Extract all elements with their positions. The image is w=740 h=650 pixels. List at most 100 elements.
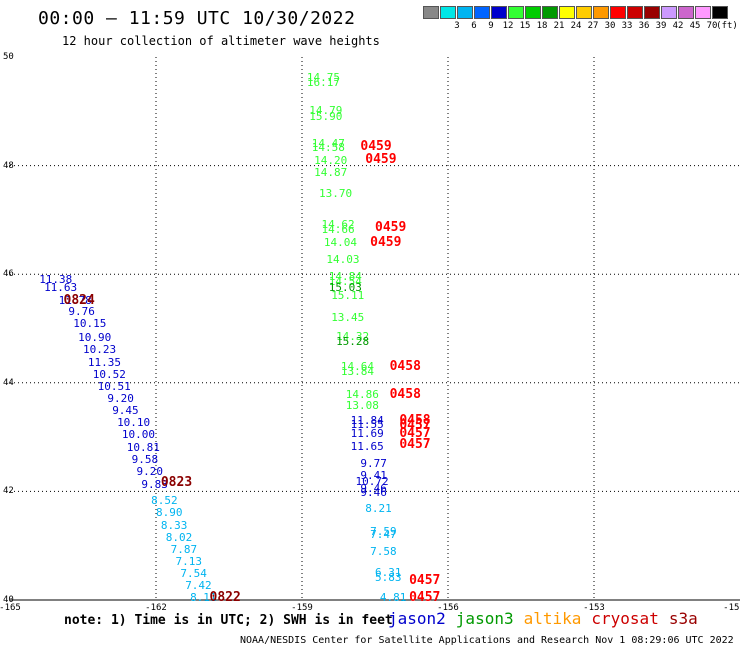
- wave-height-value: 9.46: [360, 486, 387, 500]
- color-scale-label: 45: [689, 21, 701, 31]
- page-subtitle: 12 hour collection of altimeter wave hei…: [62, 34, 380, 48]
- wave-height-value: 4.81: [379, 591, 407, 605]
- color-scale-label: 6: [471, 21, 477, 31]
- color-scale-label: 27: [587, 21, 599, 31]
- color-scale-swatch: [678, 6, 694, 19]
- wave-height-value: 13.08: [345, 399, 379, 413]
- pass-time-label: 0458: [389, 358, 421, 374]
- x-tick-label: -159: [291, 603, 313, 613]
- wave-height-value: 9.20: [107, 392, 134, 406]
- legend-item-jason3: jason3: [455, 609, 514, 628]
- wave-height-value: 9.46: [360, 481, 387, 495]
- y-tick-label: 50: [3, 52, 14, 62]
- color-scale-swatch: [474, 6, 490, 19]
- x-tick-label: -153: [583, 603, 605, 613]
- wave-height-value: 14.04: [323, 235, 358, 249]
- y-tick-label: 42: [3, 486, 14, 497]
- y-tick-label: 44: [3, 377, 14, 388]
- color-scale-swatch: [610, 6, 626, 19]
- wave-height-value: 11.55: [350, 418, 384, 432]
- color-scale-label: 9: [488, 21, 494, 31]
- color-scale-label: 12: [502, 21, 514, 31]
- wave-height-value: 14.58: [311, 141, 345, 155]
- footer-note: note: 1) Time is in UTC; 2) SWH is in fe…: [64, 613, 393, 628]
- pass-time-label: 0824: [63, 293, 95, 309]
- color-scale-swatch: [525, 6, 541, 19]
- pass-time-label: 0457: [399, 437, 431, 453]
- wave-height-value: 8.90: [156, 506, 183, 520]
- color-scale-label: 15: [519, 21, 531, 31]
- wave-height-value: 9.20: [136, 465, 164, 479]
- color-scale-swatch: [712, 6, 728, 19]
- color-scale-label: 21: [553, 21, 565, 31]
- wave-height-value: 14.84: [328, 269, 362, 283]
- color-scale-swatch: [627, 6, 643, 19]
- pass-time-label: 0459: [360, 138, 392, 154]
- color-scale-label: 36: [638, 21, 650, 31]
- wave-height-value: 9.58: [131, 453, 159, 467]
- color-scale-swatch: [661, 6, 677, 19]
- wave-height-value: 8.33: [160, 518, 188, 532]
- wave-height-value: 10.51: [97, 380, 131, 394]
- y-tick-label: 46: [3, 269, 14, 280]
- wave-height-value: 14.03: [326, 252, 360, 266]
- y-tick-label: 40: [3, 595, 14, 605]
- satellite-legend: jason2 jason3 altika cryosat s3a: [388, 609, 708, 628]
- wave-height-value: 13.70: [319, 187, 353, 201]
- wave-height-value: 10.23: [83, 343, 117, 357]
- pass-time-label: 0823: [160, 475, 193, 491]
- color-scale-label: 39: [655, 21, 667, 31]
- wave-height-value: 8.02: [165, 530, 193, 544]
- wave-height-value: 15.90: [309, 109, 343, 123]
- pass-time-label: 0457: [409, 590, 441, 606]
- wave-height-value: 13.84: [340, 364, 375, 378]
- color-scale-unit: (ft): [716, 21, 738, 31]
- color-scale-label: 24: [570, 21, 582, 31]
- wave-height-value: 7.59: [370, 525, 397, 539]
- wave-height-value: 10.10: [117, 415, 151, 429]
- pass-time-label: 0458: [389, 386, 421, 402]
- wave-height-value: 14.32: [336, 329, 370, 343]
- wave-height-value: 5.83: [375, 571, 402, 585]
- wave-height-value: 14.64: [340, 359, 375, 373]
- legend-item-s3a: s3a: [668, 609, 698, 628]
- wave-height-value: 6.31: [375, 565, 402, 579]
- color-scale-swatch: [491, 6, 507, 19]
- legend-item-altika: altika: [523, 609, 582, 628]
- wave-height-value: 13.45: [331, 310, 365, 324]
- wave-height-value: 7.87: [170, 542, 198, 556]
- wave-height-value: 10.00: [121, 428, 156, 442]
- wave-height-value: 11.35: [87, 355, 121, 369]
- wave-height-value: 11.84: [350, 413, 384, 427]
- wave-height-value: 9.77: [360, 457, 387, 471]
- wave-height-value: 11.65: [350, 439, 384, 453]
- wave-height-value: 14.87: [314, 165, 348, 179]
- color-scale-swatch: [440, 6, 456, 19]
- wave-height-value: 8.11: [190, 591, 217, 605]
- wave-height-value: 15.11: [331, 288, 365, 302]
- pass-time-label: 0457: [409, 572, 441, 588]
- wave-height-value: 14.62: [321, 218, 355, 232]
- color-scale-swatch: [644, 6, 660, 19]
- pass-time-label: 0457: [399, 426, 431, 442]
- x-tick-label: -165: [0, 603, 21, 613]
- wave-height-value: 14.54: [328, 275, 362, 289]
- pass-time-label: 0459: [370, 234, 402, 250]
- wave-height-value: 14.79: [309, 104, 343, 118]
- wave-height-value: 10.15: [73, 317, 107, 331]
- color-scale-label: 30: [604, 21, 616, 31]
- legend-item-cryosat: cryosat: [591, 609, 659, 628]
- color-scale-label: 70: [706, 21, 718, 31]
- wave-height-value: 9.41: [360, 469, 387, 483]
- color-scale-swatch: [542, 6, 558, 19]
- pass-time-label: 0458: [399, 412, 431, 428]
- color-scale-swatch: [559, 6, 575, 19]
- wave-height-value: 15.03: [328, 280, 362, 294]
- wave-height-value: 11.38: [39, 272, 73, 286]
- wave-height-value: 11.63: [44, 280, 78, 294]
- color-scale-label: 3: [454, 21, 460, 31]
- wave-height-value: 10.90: [78, 330, 112, 344]
- x-tick-label: -150: [723, 603, 740, 613]
- page-title: 00:00 – 11:59 UTC 10/30/2022: [38, 8, 356, 29]
